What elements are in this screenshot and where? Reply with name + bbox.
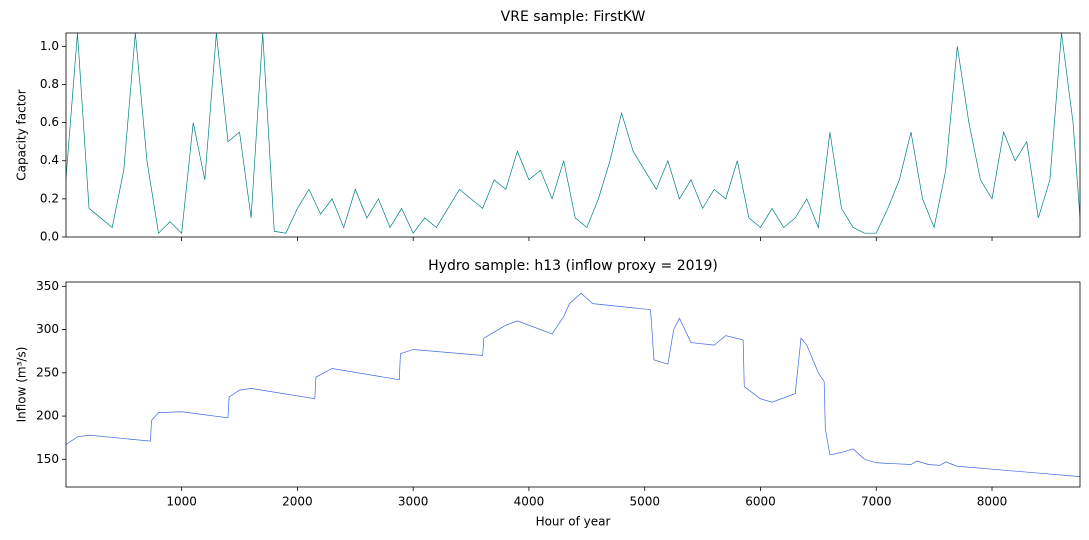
y-tick-label: 150 — [36, 452, 59, 466]
chart-title: VRE sample: FirstKW — [501, 9, 646, 25]
y-tick-label: 0.0 — [40, 230, 59, 244]
y-tick-label: 0.4 — [40, 153, 59, 167]
y-tick-label: 200 — [36, 409, 59, 423]
y-axis-label: Inflow (m³/s) — [15, 347, 29, 423]
y-tick-label: 0.2 — [40, 191, 59, 205]
x-tick-label: 4000 — [514, 495, 545, 509]
x-tick-label: 1000 — [166, 495, 197, 509]
x-axis-label: Hour of year — [536, 515, 611, 529]
y-tick-label: 0.6 — [40, 115, 59, 129]
axes-frame — [65, 32, 1081, 238]
x-tick-label: 3000 — [398, 495, 429, 509]
x-tick-label: 5000 — [629, 495, 660, 509]
y-axis-label: Capacity factor — [15, 89, 29, 180]
axes-frame — [65, 281, 1081, 488]
y-tick-label: 300 — [36, 322, 59, 336]
data-line — [66, 33, 1080, 234]
x-tick-label: 7000 — [861, 495, 892, 509]
x-tick-label: 2000 — [282, 495, 313, 509]
data-line — [66, 292, 1080, 477]
y-tick-label: 0.8 — [40, 77, 59, 91]
y-tick-label: 1.0 — [40, 39, 59, 53]
y-tick-label: 350 — [36, 279, 59, 293]
x-tick-label: 6000 — [745, 495, 776, 509]
y-tick-label: 250 — [36, 365, 59, 379]
chart-title: Hydro sample: h13 (inflow proxy = 2019) — [428, 258, 718, 274]
x-tick-label: 8000 — [977, 495, 1008, 509]
